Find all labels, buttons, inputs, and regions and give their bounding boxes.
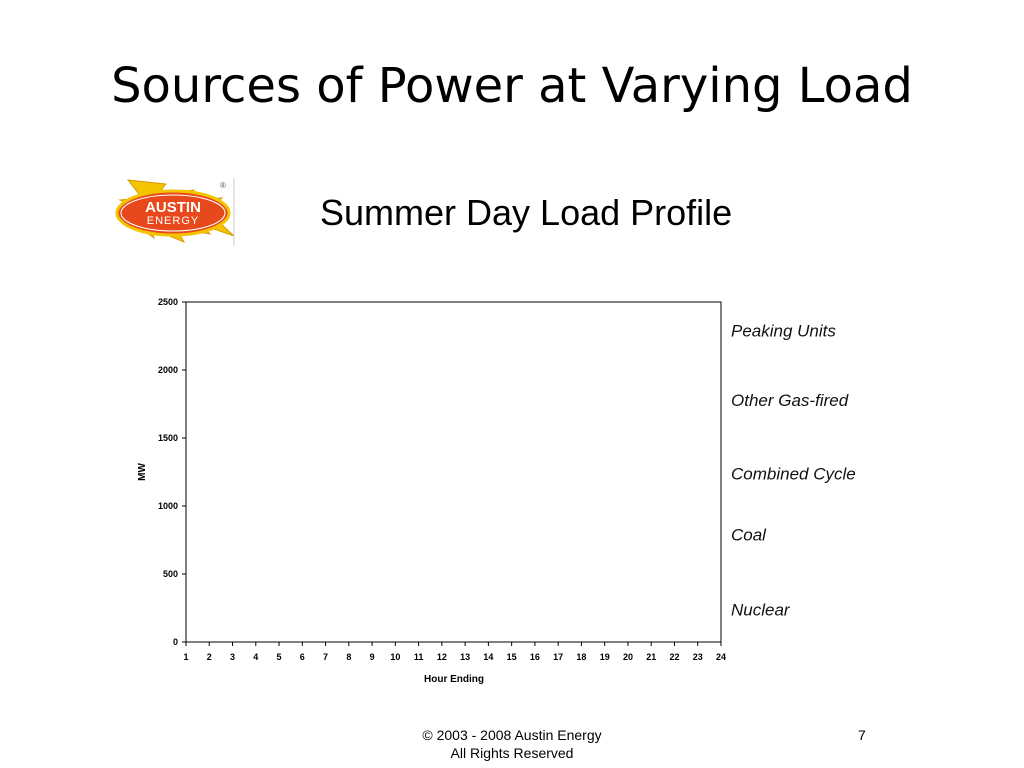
x-tick-label: 16 <box>530 652 540 662</box>
x-axis-label: Hour Ending <box>424 674 484 685</box>
y-tick-label: 0 <box>173 637 178 647</box>
y-tick-label: 500 <box>163 569 178 579</box>
x-tick-label: 5 <box>277 652 282 662</box>
x-tick-label: 13 <box>460 652 470 662</box>
x-tick-label: 2 <box>207 652 212 662</box>
x-tick-label: 3 <box>230 652 235 662</box>
x-tick-label: 10 <box>390 652 400 662</box>
rights-line: All Rights Reserved <box>450 745 574 761</box>
band-label: Coal <box>731 526 767 545</box>
chart-title: Summer Day Load Profile <box>320 192 733 233</box>
copyright-line: © 2003 - 2008 Austin Energy <box>422 727 602 743</box>
x-tick-label: 11 <box>414 652 424 662</box>
logo-line1: AUSTIN <box>145 199 201 216</box>
logo-line2: ENERGY <box>147 215 199 227</box>
x-tick-label: 8 <box>346 652 351 662</box>
band-label: Peaking Units <box>731 322 836 341</box>
page-number: 7 <box>858 727 866 743</box>
plot-frame <box>185 301 722 643</box>
x-tick-label: 9 <box>370 652 375 662</box>
y-tick-label: 1000 <box>158 501 178 511</box>
logo-oval <box>115 189 231 237</box>
x-tick-label: 20 <box>623 652 633 662</box>
copyright-footer: © 2003 - 2008 Austin Energy All Rights R… <box>380 726 644 762</box>
y-tick-label: 2500 <box>158 297 178 307</box>
band-label: Other Gas-fired <box>731 391 849 410</box>
x-tick-label: 4 <box>253 652 258 662</box>
x-tick-label: 6 <box>300 652 305 662</box>
x-tick-label: 24 <box>716 652 726 662</box>
band-label: Combined Cycle <box>731 464 856 483</box>
x-tick-label: 18 <box>576 652 586 662</box>
x-tick-label: 17 <box>553 652 563 662</box>
y-tick-label: 1500 <box>158 433 178 443</box>
logo-registered-mark: ® <box>220 181 226 190</box>
x-tick-label: 15 <box>507 652 517 662</box>
slide-title: Sources of Power at Varying Load <box>111 58 913 114</box>
x-tick-label: 14 <box>483 652 493 662</box>
x-tick-label: 21 <box>646 652 656 662</box>
x-tick-label: 19 <box>600 652 610 662</box>
x-tick-label: 23 <box>693 652 703 662</box>
y-axis-label: MW <box>137 463 148 481</box>
austin-energy-logo: AUSTIN ENERGY ® <box>115 178 235 246</box>
x-tick-label: 22 <box>669 652 679 662</box>
band-label: Nuclear <box>731 600 791 619</box>
x-tick-label: 1 <box>183 652 188 662</box>
x-tick-label: 12 <box>437 652 447 662</box>
y-tick-label: 2000 <box>158 365 178 375</box>
x-tick-label: 7 <box>323 652 328 662</box>
